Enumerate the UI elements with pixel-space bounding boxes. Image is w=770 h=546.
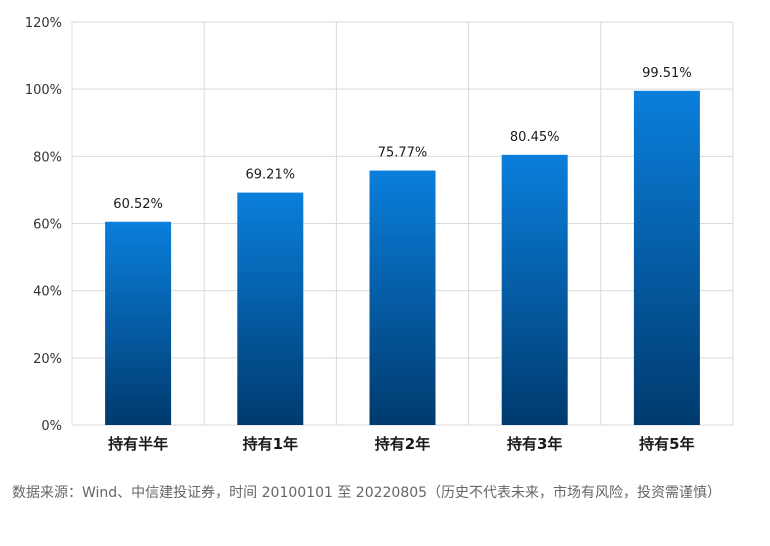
data-label: 75.77%	[378, 146, 428, 161]
grid	[71, 21, 734, 426]
bar	[105, 221, 172, 425]
y-tick-label: 20%	[33, 352, 62, 367]
bar	[501, 154, 568, 425]
data-label: 99.51%	[642, 66, 692, 81]
x-category-label: 持有半年	[108, 435, 168, 453]
y-tick-label: 100%	[25, 83, 62, 98]
bars	[105, 90, 700, 425]
bar	[633, 90, 700, 425]
data-labels: 60.52% 69.21% 75.77% 80.45% 99.51%	[113, 66, 691, 212]
x-category-label: 持有1年	[243, 435, 298, 453]
bar	[237, 192, 304, 425]
bar	[369, 170, 436, 425]
data-label: 69.21%	[246, 168, 296, 183]
y-tick-label: 0%	[41, 419, 62, 434]
y-tick-label: 80%	[33, 150, 62, 165]
x-category-label: 持有3年	[507, 435, 562, 453]
y-tick-label: 60%	[33, 218, 62, 233]
bar-chart: 0% 20% 40% 60% 80% 100% 120% 60.52% 69.21% 75.77…	[25, 16, 734, 453]
data-label: 60.52%	[113, 197, 163, 212]
x-axis-categories: 持有半年 持有1年 持有2年 持有3年 持有5年	[108, 435, 695, 453]
x-category-label: 持有2年	[375, 435, 430, 453]
y-tick-label: 120%	[25, 16, 62, 31]
chart-canvas: 0% 20% 40% 60% 80% 100% 120% 60.52% 69.21% 75.77…	[25, 16, 734, 453]
data-label: 80.45%	[510, 130, 560, 145]
source-note: 数据来源：Wind、中信建投证券，时间 20100101 至 20220805（…	[12, 485, 722, 501]
y-axis-ticks: 0% 20% 40% 60% 80% 100% 120%	[25, 16, 62, 434]
x-category-label: 持有5年	[639, 435, 694, 453]
y-tick-label: 40%	[33, 285, 62, 300]
